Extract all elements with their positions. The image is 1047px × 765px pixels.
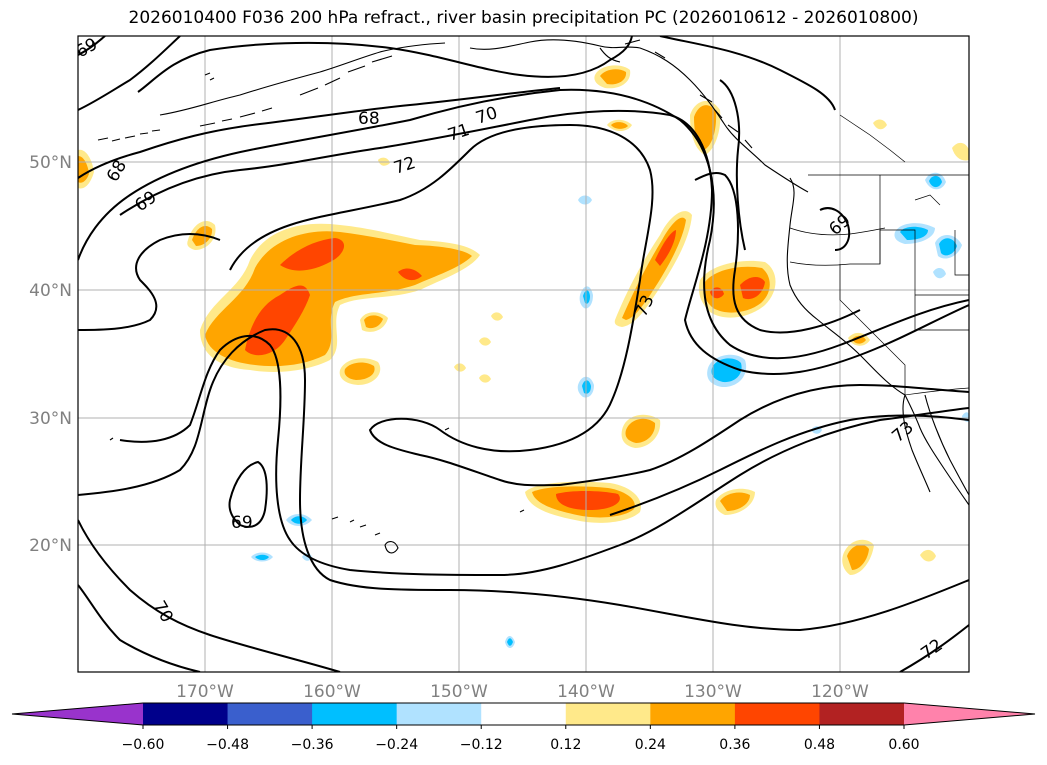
colorbar-segment xyxy=(650,703,736,725)
colorbar-tick-label: −0.48 xyxy=(206,737,249,753)
colorbar-extend-low xyxy=(12,703,143,725)
colorbar-segment xyxy=(312,703,398,725)
colorbar-tick-label: −0.60 xyxy=(122,737,165,753)
colorbar-extend-high xyxy=(904,703,1035,725)
graticule xyxy=(78,36,969,672)
contour-label: 69 xyxy=(231,513,253,533)
lon-label: 130°W xyxy=(684,682,742,702)
colorbar-segment xyxy=(734,703,820,725)
colorbar-segment xyxy=(565,703,651,725)
colorbar-segment xyxy=(227,703,313,725)
colorbar-tick-label: −0.24 xyxy=(375,737,418,753)
plot-area: 69 68 68 71 70 72 69 73 69 73 69 70 72 xyxy=(78,36,969,672)
refractivity-contours xyxy=(78,36,969,672)
colorbar-tick-label: 0.24 xyxy=(635,737,666,753)
contour-label: 68 xyxy=(358,109,380,129)
colorbar-segment xyxy=(396,703,482,725)
colorbar-segment xyxy=(143,703,229,725)
colorbar: −0.60 −0.48 −0.36 −0.24 −0.12 0.12 0.24 0.36 0.4… xyxy=(11,702,1036,753)
latitude-labels: 50°N 40°N 30°N 20°N xyxy=(29,153,72,556)
lat-label: 50°N xyxy=(29,153,72,173)
colorbar-tick-label: 0.36 xyxy=(719,737,750,753)
colorbar-tick-label: 0.48 xyxy=(804,737,835,753)
colorbar-tick-label: 0.60 xyxy=(888,737,919,753)
map-title: 2026010400 F036 200 hPa refract., river … xyxy=(128,8,919,28)
lon-label: 170°W xyxy=(176,682,234,702)
longitude-labels: 170°W 160°W 150°W 140°W 130°W 120°W xyxy=(176,682,869,702)
coastlines xyxy=(97,39,969,554)
colorbar-tick-label: −0.12 xyxy=(460,737,503,753)
lon-label: 140°W xyxy=(557,682,615,702)
lon-label: 150°W xyxy=(430,682,488,702)
colorbar-tick-label: −0.36 xyxy=(291,737,334,753)
lat-label: 20°N xyxy=(29,536,72,556)
lon-label: 160°W xyxy=(303,682,361,702)
lat-label: 40°N xyxy=(29,281,72,301)
colorbar-segment xyxy=(819,703,905,725)
precip-negative-shading xyxy=(251,172,969,648)
lat-label: 30°N xyxy=(29,409,72,429)
colorbar-segment xyxy=(481,703,567,725)
colorbar-tick-label: 0.12 xyxy=(550,737,581,753)
plot-frame xyxy=(77,35,970,673)
lon-label: 120°W xyxy=(811,682,869,702)
